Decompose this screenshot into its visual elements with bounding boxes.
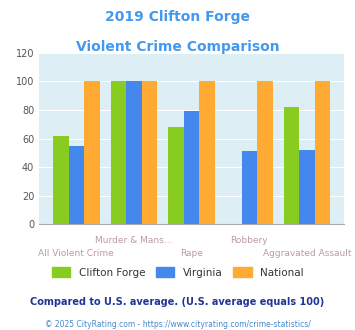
Bar — [69, 146, 84, 224]
Bar — [200, 82, 215, 224]
Text: All Violent Crime: All Violent Crime — [38, 249, 114, 258]
Bar — [242, 151, 257, 224]
Text: Murder & Mans...: Murder & Mans... — [95, 236, 173, 245]
Bar — [315, 82, 331, 224]
Bar — [299, 150, 315, 224]
Bar — [284, 107, 299, 224]
Bar — [84, 82, 100, 224]
Text: Compared to U.S. average. (U.S. average equals 100): Compared to U.S. average. (U.S. average … — [31, 297, 324, 307]
Bar — [184, 112, 200, 224]
Bar — [111, 82, 126, 224]
Bar — [257, 82, 273, 224]
Text: Rape: Rape — [180, 249, 203, 258]
Text: © 2025 CityRating.com - https://www.cityrating.com/crime-statistics/: © 2025 CityRating.com - https://www.city… — [45, 320, 310, 329]
Bar — [53, 136, 69, 224]
Text: Aggravated Assault: Aggravated Assault — [263, 249, 351, 258]
Text: 2019 Clifton Forge: 2019 Clifton Forge — [105, 10, 250, 24]
Legend: Clifton Forge, Virginia, National: Clifton Forge, Virginia, National — [48, 264, 307, 281]
Bar — [126, 82, 142, 224]
Bar — [168, 127, 184, 224]
Bar — [142, 82, 157, 224]
Text: Robbery: Robbery — [231, 236, 268, 245]
Text: Violent Crime Comparison: Violent Crime Comparison — [76, 40, 279, 53]
